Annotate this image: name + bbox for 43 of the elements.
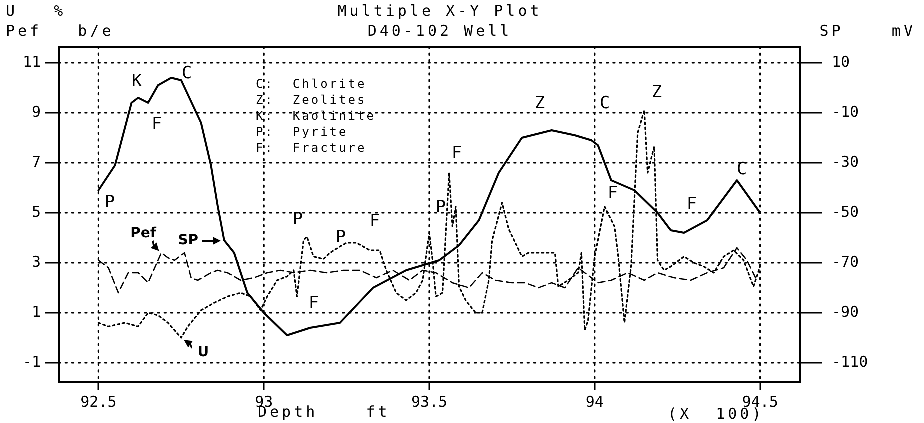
annotation: Z bbox=[534, 94, 546, 114]
y2-tick-label: -10 bbox=[832, 102, 860, 121]
y2-tick-label: 10 bbox=[832, 52, 850, 71]
x-tick-label: 93.5 bbox=[411, 392, 448, 411]
annotation: C bbox=[600, 94, 610, 114]
x-tick-label: 94 bbox=[586, 392, 604, 411]
y2-tick-label: -30 bbox=[832, 152, 860, 171]
annotation: F bbox=[308, 294, 320, 314]
annotation: C: Chlorite bbox=[256, 77, 367, 91]
y-tick-label: 9 bbox=[32, 102, 41, 121]
x-tick-label: 92.5 bbox=[80, 392, 117, 411]
chart-title: Multiple X-Y Plot bbox=[338, 2, 542, 20]
y-tick-label: 1 bbox=[32, 302, 41, 321]
chart-subtitle: D40-102 Well bbox=[368, 22, 512, 40]
annotation: F bbox=[152, 114, 162, 134]
y-tick-label: 3 bbox=[32, 252, 41, 271]
y-tick-label: 5 bbox=[32, 202, 41, 221]
annotation: Z bbox=[652, 82, 662, 102]
y-tick-label: 7 bbox=[32, 152, 41, 171]
y-axis-title: U % Pef b/e bbox=[6, 1, 114, 41]
legend-label: U bbox=[198, 344, 210, 362]
annotation: P: Pyrite bbox=[256, 125, 348, 139]
y2-tick-label: -50 bbox=[832, 202, 860, 221]
annotation: F bbox=[608, 184, 618, 204]
y2-axis-title: SP mV bbox=[820, 21, 916, 41]
annotation: Z: Zeolites bbox=[256, 93, 367, 107]
y2-tick-label: -90 bbox=[832, 302, 860, 321]
y-tick-label: -1 bbox=[22, 352, 41, 371]
y-tick-label: 11 bbox=[22, 52, 41, 71]
annotation: F bbox=[370, 212, 380, 232]
annotation: P bbox=[104, 192, 116, 212]
annotation: K: Kaolinite bbox=[256, 109, 376, 123]
annotation: F bbox=[452, 144, 462, 164]
annotation: P bbox=[436, 198, 446, 218]
annotation: F: Fracture bbox=[256, 141, 367, 155]
y2-tick-label: -110 bbox=[832, 352, 868, 371]
annotation: F bbox=[686, 194, 698, 214]
annotation: K bbox=[132, 72, 142, 92]
annotation: P bbox=[336, 228, 346, 248]
legend-label: SP bbox=[178, 232, 199, 249]
series-label: Pef bbox=[130, 226, 156, 242]
y2-tick-label: -70 bbox=[832, 252, 860, 271]
annotation: C bbox=[182, 64, 192, 84]
